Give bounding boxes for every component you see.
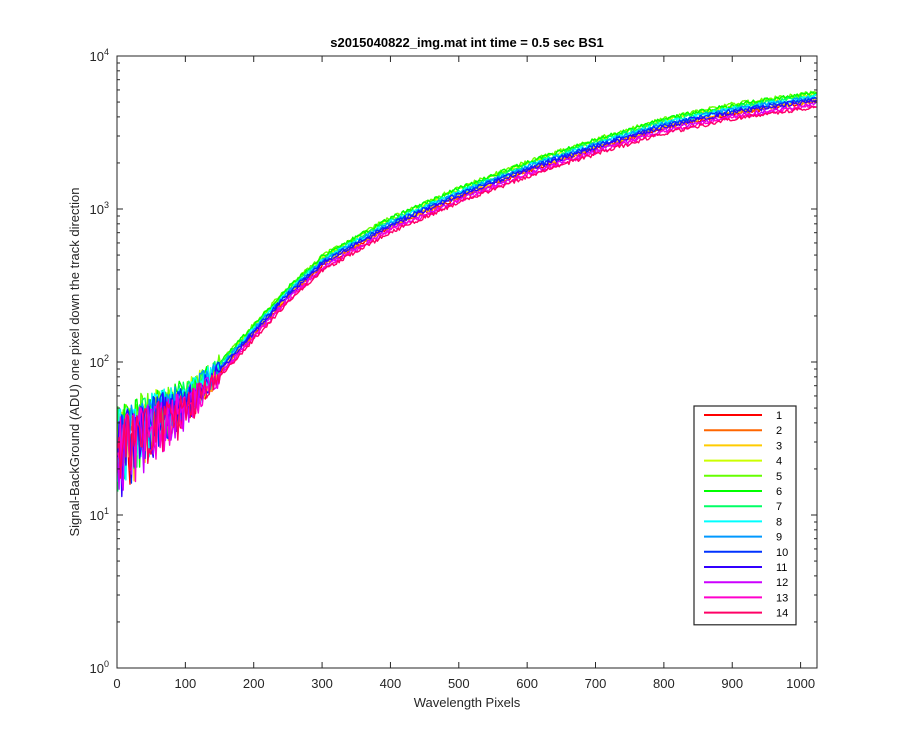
chart-title: s2015040822_img.mat int time = 0.5 sec B… [330, 35, 604, 50]
series-line-14 [117, 105, 817, 479]
legend-label-11: 11 [776, 562, 787, 574]
x-tick-label: 100 [175, 676, 197, 691]
legend-label-13: 13 [776, 592, 788, 604]
legend-label-14: 14 [776, 608, 788, 620]
x-tick-label: 1000 [786, 676, 815, 691]
legend-label-1: 1 [776, 410, 782, 422]
legend-label-2: 2 [776, 425, 782, 437]
y-axis-label: Signal-BackGround (ADU) one pixel down t… [67, 187, 82, 536]
x-tick-label: 800 [653, 676, 675, 691]
x-tick-label: 600 [516, 676, 538, 691]
legend-label-12: 12 [776, 577, 788, 589]
x-tick-label: 300 [311, 676, 333, 691]
x-tick-label: 200 [243, 676, 265, 691]
legend-label-7: 7 [776, 501, 782, 513]
y-tick-label: 103 [90, 200, 109, 217]
series-line-11 [117, 98, 817, 498]
legend-label-3: 3 [776, 440, 782, 452]
x-tick-label: 500 [448, 676, 470, 691]
x-tick-label: 900 [721, 676, 743, 691]
y-tick-label: 104 [90, 47, 109, 64]
y-tick-label: 101 [90, 506, 109, 523]
x-tick-label: 700 [585, 676, 607, 691]
legend-label-6: 6 [776, 486, 782, 498]
y-tick-label: 100 [90, 659, 109, 676]
legend-label-4: 4 [776, 456, 782, 468]
legend-label-9: 9 [776, 532, 782, 544]
y-tick-label: 102 [90, 353, 109, 370]
axis-ticks: 0 100 200 300 400 500 600 700 800 900 100010010110… [90, 47, 817, 691]
x-tick-label: 400 [380, 676, 402, 691]
legend-label-10: 10 [776, 547, 788, 559]
series-group [117, 90, 817, 498]
legend-label-5: 5 [776, 471, 782, 483]
x-axis-label: Wavelength Pixels [414, 695, 521, 710]
legend-label-8: 8 [776, 516, 782, 528]
x-tick-label: 0 [113, 676, 120, 691]
legend-box [693, 405, 797, 626]
